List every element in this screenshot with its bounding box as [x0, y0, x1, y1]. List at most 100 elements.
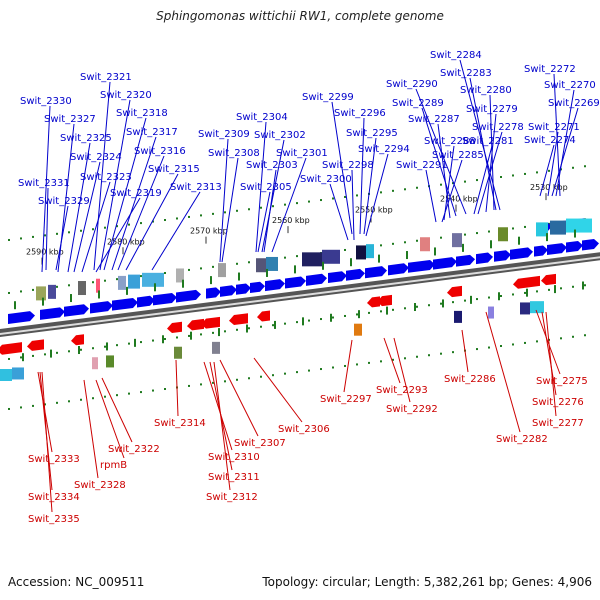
- reverse-gene-label: Swit_2322: [108, 444, 160, 455]
- track-tick: [70, 294, 72, 303]
- forward-leader-line: [41, 105, 51, 273]
- feature-block: [106, 355, 114, 368]
- forward-gene-arrow: [112, 297, 138, 311]
- scale-label: 2570 kbp: [190, 227, 228, 236]
- reverse-leader-line: [343, 339, 353, 393]
- forward-leader-line: [473, 145, 493, 215]
- forward-gene-arrow: [306, 273, 327, 286]
- upper-dot-row-a-dot: [92, 228, 94, 231]
- reverse-gene-label: Swit_2307: [234, 438, 286, 449]
- lower-dot-row-a-dot: [344, 314, 346, 317]
- lower-dot-row-b-dot: [524, 341, 526, 344]
- upper-dot-row-a-dot: [308, 200, 310, 203]
- reverse-gene-label: Swit_2335: [28, 514, 80, 525]
- track-tick: [78, 346, 80, 355]
- track-tick: [182, 279, 184, 288]
- reverse-gene-arrow: [541, 273, 556, 286]
- forward-gene-label: Swit_2315: [148, 164, 200, 175]
- reverse-gene-label: Swit_2310: [208, 452, 260, 463]
- track-tick: [490, 240, 492, 249]
- lower-dot-row-b-dot: [308, 369, 310, 372]
- upper-dot-row-a-dot: [344, 195, 346, 198]
- forward-leader-line: [55, 205, 69, 271]
- track-tick: [462, 243, 464, 252]
- lower-dot-row-a-dot: [512, 293, 514, 296]
- upper-dot-row-a-dot: [296, 202, 298, 205]
- reverse-gene-label: Swit_2306: [278, 424, 330, 435]
- lower-dot-row-a-dot: [524, 291, 526, 294]
- upper-dot-row-a-dot: [8, 238, 10, 241]
- forward-gene-label: Swit_2316: [134, 146, 186, 157]
- lower-dot-row-a-dot: [272, 324, 274, 327]
- track-tick: [546, 233, 548, 242]
- lower-dot-row-a-dot: [260, 325, 262, 328]
- forward-gene-arrow: [8, 311, 35, 324]
- lower-dot-row-b-dot: [512, 343, 514, 346]
- lower-dot-row-b-dot: [104, 395, 106, 398]
- lower-dot-row-b-dot: [476, 348, 478, 351]
- forward-leader-line: [221, 157, 239, 263]
- track-tick: [266, 268, 268, 277]
- lower-dot-row-b-dot: [140, 391, 142, 394]
- lower-dot-row-b-dot: [188, 384, 190, 387]
- track-tick: [106, 342, 108, 351]
- forward-gene-arrow: [582, 238, 599, 251]
- forward-gene-label: Swit_2272: [524, 64, 576, 75]
- feature-block: [118, 275, 126, 290]
- track-tick: [330, 313, 332, 322]
- upper-dot-row-a-dot: [176, 217, 178, 220]
- upper-dot-row-a-dot: [500, 176, 502, 178]
- lower-dot-row-a-dot: [392, 308, 394, 311]
- upper-dot-row-b-dot: [164, 272, 166, 275]
- upper-dot-row-a-dot: [332, 197, 334, 200]
- upper-dot-row-a-dot: [248, 208, 250, 211]
- feature-block: [454, 310, 462, 323]
- forward-gene-arrow: [90, 301, 113, 314]
- forward-leader-line: [271, 157, 307, 253]
- upper-dot-row-a-dot: [404, 188, 406, 191]
- feature-block: [48, 284, 56, 299]
- reverse-leader-line: [95, 379, 125, 459]
- reverse-leader-line: [541, 311, 557, 396]
- lower-dot-row-a-dot: [356, 313, 358, 316]
- upper-dot-row-b-dot: [188, 268, 190, 271]
- upper-dot-row-a-dot: [524, 172, 526, 175]
- lower-dot-row-a-dot: [464, 299, 466, 302]
- lower-dot-row-a-dot: [128, 342, 130, 345]
- upper-dot-row-b-dot: [20, 290, 22, 293]
- forward-gene-arrow: [265, 279, 285, 292]
- forward-leader-line: [363, 137, 377, 235]
- forward-leader-line: [441, 159, 463, 223]
- forward-leader-line: [359, 117, 365, 235]
- upper-dot-row-a-dot: [116, 225, 118, 228]
- lower-dot-row-b-dot: [248, 377, 250, 380]
- genome-summary-text: Topology: circular; Length: 5,382,261 bp…: [262, 575, 592, 589]
- lower-dot-row-a-dot: [8, 357, 10, 360]
- feature-block: [174, 346, 182, 359]
- upper-dot-row-a-dot: [44, 234, 46, 237]
- upper-dot-row-a-dot: [224, 211, 226, 214]
- forward-gene-arrow: [40, 307, 65, 320]
- forward-leader-line: [443, 145, 455, 221]
- lower-dot-row-a-dot: [380, 310, 382, 313]
- forward-gene-label: Swit_2323: [80, 172, 132, 183]
- upper-dot-row-b-dot: [56, 285, 58, 288]
- reverse-gene-arrow: [27, 339, 44, 351]
- forward-leader-line: [151, 191, 201, 271]
- feature-block: [354, 323, 362, 336]
- reverse-gene-arrow: [201, 316, 220, 329]
- reverse-leader-line: [175, 359, 179, 417]
- forward-gene-label: Swit_2291: [396, 160, 448, 171]
- track-tick: [42, 297, 44, 306]
- upper-dot-row-b-dot: [392, 242, 394, 245]
- forward-leader-line: [351, 169, 355, 241]
- upper-dot-row-b-dot: [476, 232, 478, 235]
- lower-dot-row-b-dot: [404, 357, 406, 360]
- forward-leader-line: [261, 139, 285, 253]
- upper-dot-row-a-dot: [452, 182, 454, 185]
- lower-dot-row-b-dot: [560, 337, 562, 340]
- forward-gene-label: Swit_2303: [246, 160, 298, 171]
- forward-gene-label: Swit_2284: [430, 50, 482, 61]
- track-tick: [574, 229, 576, 238]
- feature-block: [302, 252, 322, 267]
